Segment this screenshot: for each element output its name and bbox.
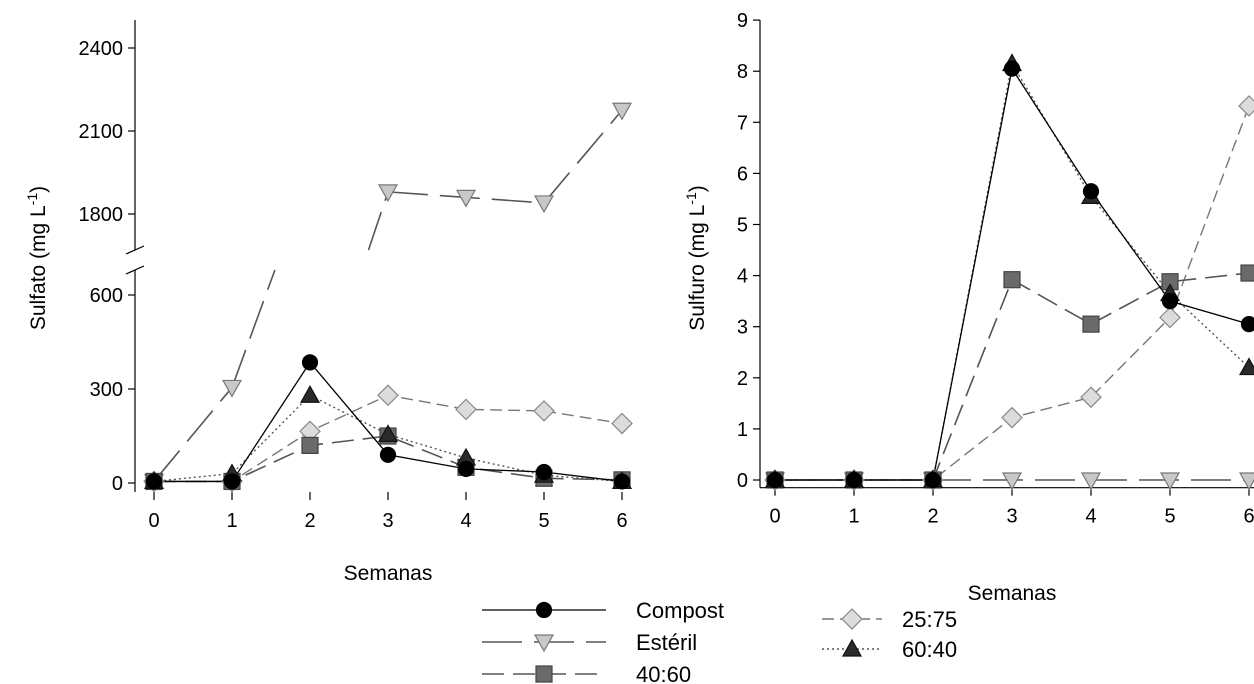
- left-point-compost: [613, 473, 631, 490]
- left-y-tick-label: 600: [90, 285, 123, 307]
- left-y-tick-label: 0: [112, 473, 123, 495]
- right-y-axis-label: Sulfuro (mg L-1): [683, 185, 709, 331]
- right-y-tick-label: 8: [737, 61, 748, 83]
- left-point-25-75: [611, 412, 633, 435]
- right-x-tick-label: 2: [927, 506, 938, 528]
- left-x-tick-label: 5: [538, 510, 549, 532]
- left-point-est-ril: [611, 102, 633, 121]
- right-y-tick-label: 2: [737, 368, 748, 390]
- left-x-tick-label: 6: [616, 510, 627, 532]
- legend-marker-40-60: [535, 665, 553, 683]
- left-y-tick-label: 2100: [79, 121, 124, 143]
- right-point-compost: [1082, 183, 1100, 200]
- left-y-axis-label-sup: -1: [24, 193, 40, 206]
- sulfuro-chart: Sulfuro (mg L-1) Semanas 0 1 2 3 4 5 6 7 8 9 0 1 2 3 4…: [683, 10, 1254, 605]
- left-point-est-ril: [221, 379, 243, 398]
- left-x-tick-label: 4: [460, 510, 471, 532]
- left-point-compost: [145, 473, 163, 490]
- legend-marker-est-ril: [533, 634, 555, 653]
- left-point-40-60: [301, 436, 319, 454]
- left-point-25-75: [533, 400, 555, 422]
- right-point-25-75: [1159, 306, 1181, 329]
- left-y-tick-label: 300: [90, 379, 123, 401]
- right-y-tick-label: 5: [737, 215, 748, 237]
- right-x-tick-label: 1: [848, 506, 859, 528]
- right-x-tick-label: 5: [1164, 506, 1175, 528]
- left-series-markers: [143, 102, 633, 493]
- left-point-compost: [301, 354, 319, 371]
- left-point-compost: [223, 473, 241, 490]
- right-point-25-75: [1080, 386, 1102, 409]
- right-y-axis-label-sup: -1: [683, 192, 699, 205]
- left-y-tick-label: 2400: [79, 38, 124, 60]
- right-point-compost: [1003, 60, 1021, 77]
- right-y-tick-label: 3: [737, 317, 748, 339]
- legend-marker-60-40: [841, 638, 863, 657]
- legend-marker-compost: [535, 601, 553, 619]
- right-x-tick-label: 0: [769, 506, 780, 528]
- left-point-est-ril: [533, 195, 555, 214]
- legend-label-est-ril: Estéril: [636, 630, 697, 655]
- right-y-tick-label: 9: [737, 10, 748, 32]
- legend-label-40-60: 40:60: [636, 662, 691, 684]
- left-x-tick-label: 0: [148, 510, 159, 532]
- right-point-compost: [766, 471, 784, 489]
- left-x-tick-label: 1: [226, 510, 237, 532]
- left-point-60-40: [299, 385, 321, 403]
- right-x-axis-label: Semanas: [968, 582, 1057, 605]
- left-x-axis-label: Semanas: [344, 562, 433, 585]
- sulfato-chart: Sulfato (mg L-1) Semanas 030060018002100…: [24, 20, 633, 585]
- right-series-markers: [764, 53, 1254, 491]
- left-y-axis-label: Sulfato (mg L-1): [24, 186, 50, 330]
- right-axes: 0 1 2 3 4 5 6 7 8 9 0 1 2 3 4 5 6: [737, 10, 1254, 528]
- right-point-est-ril: [1159, 472, 1181, 491]
- right-point-est-ril: [1238, 472, 1254, 491]
- right-y-tick-label: 1: [737, 419, 748, 441]
- left-point-compost: [535, 463, 553, 481]
- left-point-est-ril: [455, 189, 477, 208]
- legend-marker-25-75: [841, 608, 863, 630]
- left-point-25-75: [377, 384, 399, 407]
- right-point-compost: [845, 471, 863, 489]
- right-y-tick-label: 4: [737, 266, 748, 288]
- left-point-compost: [379, 446, 397, 463]
- left-point-60-40: [377, 424, 399, 443]
- right-y-tick-label: 6: [737, 163, 748, 185]
- right-x-tick-label: 3: [1006, 506, 1017, 528]
- left-point-25-75: [455, 398, 477, 421]
- left-axis-break-mark: [125, 245, 145, 255]
- left-x-tick-label: 2: [304, 510, 315, 532]
- left-y-tick-label: 1800: [79, 204, 124, 226]
- right-point-compost: [1161, 293, 1179, 310]
- left-series-line-esteril: [367, 191, 389, 251]
- right-point-compost: [924, 471, 942, 489]
- left-x-tick-label: 3: [382, 510, 393, 532]
- legend: Compost Estéril 40:60 25:75 60:40: [482, 598, 957, 684]
- right-point-40-60: [1240, 264, 1254, 282]
- right-point-est-ril: [1001, 472, 1023, 491]
- right-point-40-60: [1082, 315, 1100, 333]
- right-y-tick-label: 0: [737, 470, 748, 492]
- right-point-25-75: [1238, 95, 1254, 117]
- legend-label-compost: Compost: [636, 598, 724, 623]
- right-point-40-60: [1003, 271, 1021, 289]
- right-point-compost: [1240, 316, 1254, 333]
- left-point-compost: [457, 460, 475, 477]
- right-point-25-75: [1001, 406, 1023, 429]
- left-axes: 0 300 600 1800 2100 2400 0 1 2 3 4 5 6: [79, 20, 628, 532]
- left-axis-break-mark: [125, 265, 145, 275]
- legend-label-60-40: 60:40: [902, 637, 957, 662]
- left-series-line-esteril: [231, 269, 276, 388]
- right-y-tick-label: 7: [737, 112, 748, 134]
- left-point-est-ril: [377, 184, 399, 203]
- left-series-line-esteril: [153, 386, 233, 482]
- right-point-est-ril: [1080, 472, 1102, 491]
- left-series-line-esteril: [387, 109, 623, 204]
- legend-label-25-75: 25:75: [902, 607, 957, 632]
- right-x-tick-label: 4: [1085, 506, 1096, 528]
- right-x-tick-label: 6: [1243, 506, 1254, 528]
